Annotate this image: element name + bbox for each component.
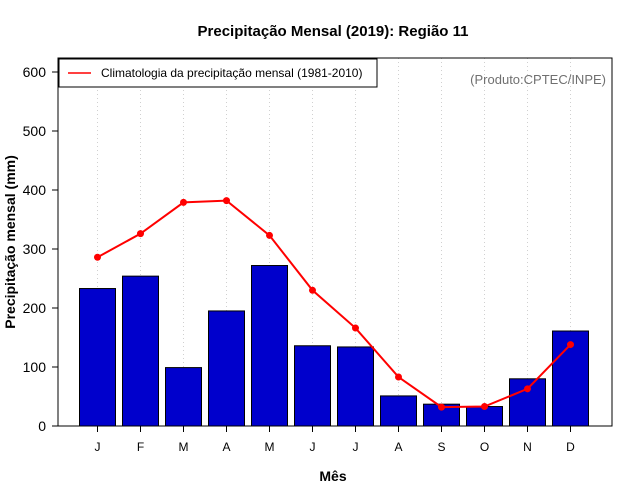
legend: Climatologia da precipitação mensal (198… xyxy=(58,58,378,88)
y-tick-label: 600 xyxy=(23,64,47,80)
climatology-point xyxy=(223,197,230,205)
x-tick-label: D xyxy=(566,440,575,454)
climatology-point xyxy=(524,385,531,393)
x-tick-label: F xyxy=(137,440,144,454)
y-axis: 0 100 200 300 400 500 600 xyxy=(23,64,58,434)
climatology-point xyxy=(266,231,273,239)
climatology-point xyxy=(438,403,445,411)
x-tick-label: N xyxy=(523,440,532,454)
bar xyxy=(294,345,331,427)
climatology-point xyxy=(481,403,488,411)
climatology-point xyxy=(180,198,187,206)
x-tick-label: J xyxy=(310,440,316,454)
legend-label: Climatologia da precipitação mensal (198… xyxy=(101,66,362,80)
chart-title: Precipitação Mensal (2019): Região 11 xyxy=(198,23,469,40)
bar-series xyxy=(79,265,589,427)
credit-annotation: (Produto:CPTEC/INPE) xyxy=(470,72,606,87)
climatology-point xyxy=(309,286,316,294)
climatology-point xyxy=(395,373,402,381)
climatology-line-series xyxy=(94,197,574,411)
legend-box xyxy=(58,58,378,88)
grid-lines xyxy=(97,58,571,426)
bar xyxy=(208,310,245,427)
x-tick-label: A xyxy=(394,440,402,454)
x-axis-title: Mês xyxy=(319,468,346,484)
x-tick-label: M xyxy=(265,440,275,454)
climatology-point xyxy=(567,341,574,349)
climatology-line xyxy=(97,199,572,409)
x-tick-label: S xyxy=(437,440,445,454)
climatology-point xyxy=(94,253,101,261)
bar xyxy=(337,346,374,427)
bar xyxy=(251,265,288,427)
y-axis-title: Precipitação mensal (mm) xyxy=(2,155,18,329)
x-tick-label: M xyxy=(179,440,189,454)
x-tick-label: O xyxy=(480,440,489,454)
bar xyxy=(122,275,159,427)
climatology-point xyxy=(352,324,359,332)
y-tick-label: 200 xyxy=(23,300,47,316)
x-tick-label: J xyxy=(353,440,359,454)
bar xyxy=(380,395,417,427)
y-tick-label: 500 xyxy=(23,123,47,139)
y-tick-label: 400 xyxy=(23,182,47,198)
x-tick-label: A xyxy=(222,440,230,454)
y-tick-label: 0 xyxy=(38,418,46,434)
climatology-point xyxy=(137,230,144,238)
plot-frame xyxy=(57,57,613,427)
y-tick-label: 100 xyxy=(23,359,47,375)
bar xyxy=(79,288,116,427)
bar xyxy=(165,367,202,427)
x-tick-label: J xyxy=(95,440,101,454)
y-tick-label: 300 xyxy=(23,241,47,257)
